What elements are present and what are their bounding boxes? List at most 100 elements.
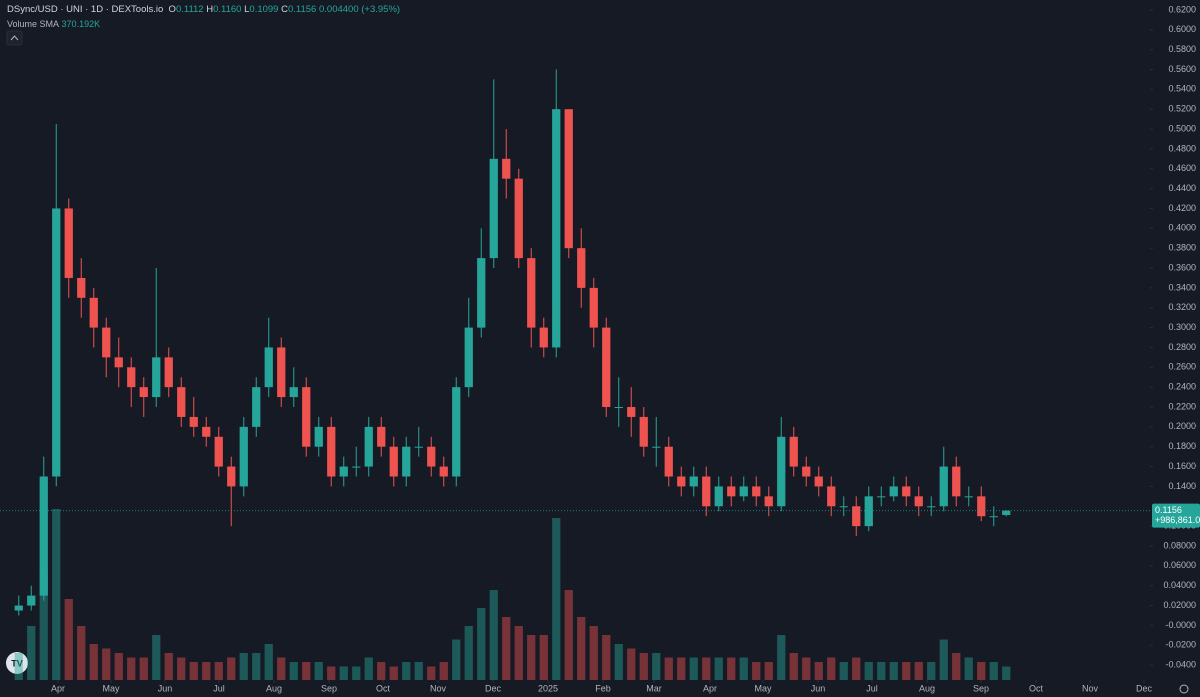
candle-body	[839, 506, 848, 508]
candle-body	[514, 178, 523, 259]
volume-bar	[252, 653, 261, 680]
y-tick-label: 0.08000	[1163, 540, 1196, 550]
candle-body	[752, 486, 761, 497]
volume-bar	[802, 657, 811, 680]
candle-body	[689, 476, 698, 487]
volume-value: 370.192K	[61, 19, 101, 29]
y-tick-label: 0.02000	[1163, 600, 1196, 610]
volume-bar	[327, 666, 336, 680]
candle-body	[914, 496, 923, 507]
candle-body	[327, 426, 336, 477]
volume-bar	[114, 653, 123, 680]
y-tick-label: 0.1600	[1168, 461, 1196, 471]
volume-bar	[377, 662, 386, 680]
ohlc-label: O	[168, 4, 176, 15]
candle-body	[114, 357, 123, 368]
candle-body	[877, 496, 886, 498]
y-tick-label: 0.4400	[1168, 183, 1196, 193]
collapse-button[interactable]	[6, 30, 23, 46]
y-tick-label: 0.1400	[1168, 481, 1196, 491]
volume-bar	[877, 662, 886, 680]
candle-body	[652, 446, 661, 448]
candles	[14, 69, 1011, 616]
volume-bar	[677, 657, 686, 680]
candle-body	[702, 476, 711, 507]
candle-body	[639, 416, 648, 447]
candle-body	[889, 486, 898, 497]
candle-body	[414, 446, 423, 448]
volume-bars	[14, 509, 1011, 680]
volume-bar	[564, 590, 573, 680]
y-tick-label: 0.6200	[1168, 4, 1196, 14]
candle-body	[177, 387, 186, 417]
logo	[6, 652, 28, 674]
x-tick-label: Dec	[485, 683, 502, 693]
candle-body	[989, 516, 998, 518]
y-tick-label: 0.2600	[1168, 362, 1196, 372]
y-tick-label: 0.3600	[1168, 262, 1196, 272]
settings-icon[interactable]	[1179, 684, 1189, 694]
candle-body	[552, 109, 561, 348]
volume-bar	[777, 635, 786, 680]
volume-bar	[27, 626, 36, 680]
y-tick-label: 0.6000	[1168, 24, 1196, 34]
candle-body	[202, 426, 211, 437]
volume-bar	[227, 657, 236, 680]
candle-body	[439, 466, 448, 477]
y-tick-label: 0.4000	[1168, 223, 1196, 233]
volume-bar	[952, 653, 961, 680]
volume-bar	[964, 657, 973, 680]
x-tick-label: Jul	[866, 683, 878, 693]
volume-bar	[302, 662, 311, 680]
volume-bar	[639, 653, 648, 680]
volume-bar	[652, 653, 661, 680]
y-tick-label: 0.2000	[1168, 421, 1196, 431]
volume-bar	[539, 635, 548, 680]
y-tick-label: 0.04000	[1163, 580, 1196, 590]
volume-bar	[314, 662, 323, 680]
candle-body	[377, 426, 386, 447]
candle-body	[227, 466, 236, 487]
y-tick-label: 0.5600	[1168, 64, 1196, 74]
candle-body	[89, 297, 98, 328]
candle-body	[102, 327, 111, 358]
candle-body	[864, 496, 873, 527]
volume-bar	[452, 639, 461, 680]
candle-body	[614, 407, 623, 409]
volume-bar	[689, 657, 698, 680]
x-tick-label: Aug	[266, 683, 282, 693]
y-tick-label: 0.3200	[1168, 302, 1196, 312]
volume-bar	[914, 662, 923, 680]
candle-body	[364, 426, 373, 467]
candle-body	[302, 387, 311, 447]
volume-bar	[714, 657, 723, 680]
volume-bar	[577, 617, 586, 680]
volume-bar	[202, 662, 211, 680]
candle-body	[452, 387, 461, 477]
volume-bar	[427, 666, 436, 680]
last-price-sub: +986,861.01	[1155, 515, 1200, 525]
candle-body	[39, 476, 48, 596]
volume-bar	[764, 662, 773, 680]
volume-bar	[177, 657, 186, 680]
last-price-tag	[1152, 503, 1200, 528]
candle-body	[477, 258, 486, 328]
volume-bar	[727, 657, 736, 680]
change: 0.004400 (+3.95%)	[318, 4, 401, 15]
volume-bar	[264, 644, 273, 680]
volume-bar	[239, 653, 248, 680]
y-tick-label: 0.3400	[1168, 282, 1196, 292]
candle-body	[189, 416, 198, 427]
volume-bar	[977, 662, 986, 680]
volume-bar	[14, 653, 23, 680]
candle-body	[727, 486, 736, 497]
volume-bar	[164, 653, 173, 680]
candle-body	[539, 327, 548, 348]
candle-body	[952, 466, 961, 497]
candle-body	[289, 387, 298, 398]
volume-bar	[789, 653, 798, 680]
candle-body	[152, 357, 161, 398]
ohlc-label: L	[244, 4, 250, 15]
candle-body	[977, 496, 986, 517]
volume-bar	[1002, 666, 1011, 680]
